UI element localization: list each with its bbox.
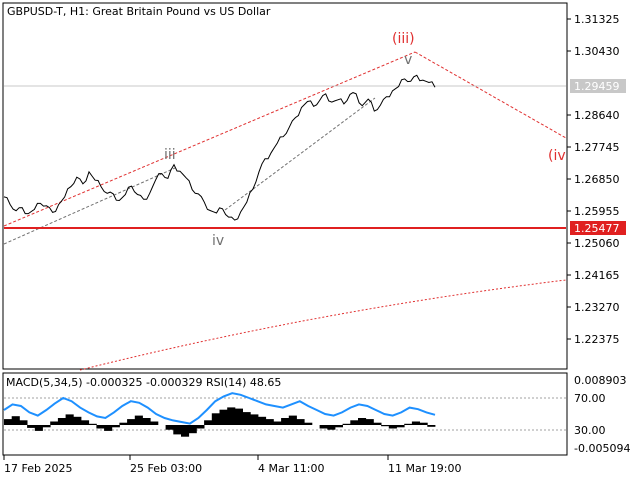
macd-bar <box>396 425 405 428</box>
long-term-trend-line <box>79 279 567 371</box>
support-level-label: 1.25477 <box>574 222 620 235</box>
macd-bar <box>11 416 20 425</box>
macd-bar <box>234 408 243 425</box>
main-plot-frame <box>2 2 568 370</box>
upper-channel-line <box>3 51 416 227</box>
macd-bar <box>134 415 143 425</box>
macd-bar <box>427 425 436 427</box>
price-axis: 1.31325 1.30430 1.28640 1.27745 1.26850 1.259… <box>567 13 620 346</box>
macd-bar <box>73 416 82 425</box>
macd-bar <box>265 419 274 425</box>
macd-bar <box>242 412 251 425</box>
macd-bar <box>127 419 136 425</box>
macd-bar <box>104 425 113 431</box>
macd-bar <box>365 419 374 425</box>
rsi-30-label: 30.00 <box>574 424 606 437</box>
macd-bar <box>165 425 174 430</box>
macd-max-label: 0.008903 <box>574 374 627 387</box>
macd-bar <box>227 407 236 425</box>
macd-bar <box>327 425 336 430</box>
macd-bar <box>258 416 267 425</box>
macd-bar <box>50 421 59 425</box>
macd-bar <box>65 414 74 425</box>
macd-bar <box>404 423 413 425</box>
lower-channel-line-left <box>3 167 176 245</box>
projection-line <box>414 51 567 139</box>
macd-bar <box>150 421 159 425</box>
x-tick-label: 11 Mar 19:00 <box>388 462 461 475</box>
x-tick-label: 4 Mar 11:00 <box>258 462 324 475</box>
macd-bar <box>196 425 205 429</box>
time-axis: 17 Feb 2025 25 Feb 03:00 4 Mar 11:00 11 Mar… <box>3 455 461 475</box>
current-price-label: 1.29459 <box>574 80 620 93</box>
y-tick-label: 1.27745 <box>574 141 620 154</box>
indicator-label: MACD(5,34,5) -0.000325 -0.000329 RSI(14)… <box>6 376 281 389</box>
macd-bar <box>96 425 105 429</box>
macd-bar <box>273 421 282 425</box>
macd-bar <box>173 425 182 435</box>
current-price-box <box>570 79 626 93</box>
macd-bar <box>342 423 351 425</box>
y-tick-label: 1.31325 <box>574 13 620 26</box>
macd-bar <box>19 420 28 425</box>
macd-bar <box>181 425 190 437</box>
chart-title: GBPUSD-T, H1: Great Britain Pound vs US … <box>7 5 271 18</box>
price-series-line <box>3 74 436 221</box>
rsi-line <box>3 392 436 425</box>
lower-channel-line-right <box>224 97 376 211</box>
macd-bar <box>281 418 290 425</box>
macd-bar <box>81 420 90 425</box>
y-tick-label: 1.30430 <box>574 45 620 58</box>
macd-bar <box>88 423 97 425</box>
macd-bar <box>142 418 151 425</box>
wave-label-v: v <box>404 52 412 68</box>
macd-histogram <box>4 407 436 437</box>
support-level-box <box>570 221 626 235</box>
x-tick-label: 17 Feb 2025 <box>4 462 72 475</box>
x-tick-label: 25 Feb 03:00 <box>130 462 202 475</box>
macd-bar <box>381 425 390 427</box>
macd-bar <box>419 422 428 425</box>
y-tick-label: 1.22375 <box>574 333 620 346</box>
wave-label-iv-minor: iv <box>212 233 224 249</box>
y-tick-label: 1.23270 <box>574 301 620 314</box>
macd-bar <box>411 421 420 425</box>
macd-bar <box>42 425 51 428</box>
y-tick-label: 1.25060 <box>574 237 620 250</box>
macd-bar <box>204 420 213 425</box>
macd-min-label: -0.005094 <box>574 442 630 455</box>
wave-label-iii-minor: iii <box>164 147 176 163</box>
rsi-70-label: 70.00 <box>574 392 606 405</box>
macd-bar <box>57 418 66 425</box>
macd-bar <box>4 419 13 425</box>
macd-bar <box>250 414 259 425</box>
wave-label-iii-major: (iii) <box>392 31 415 47</box>
y-tick-label: 1.28640 <box>574 109 620 122</box>
y-tick-label: 1.26850 <box>574 173 620 186</box>
macd-bar <box>288 415 297 425</box>
wave-label-iv-major: (iv <box>548 148 566 164</box>
macd-bar <box>27 425 36 428</box>
macd-bar <box>304 422 313 425</box>
macd-bar <box>388 425 397 429</box>
macd-bar <box>219 409 228 425</box>
macd-bar <box>211 413 220 425</box>
y-tick-label: 1.24165 <box>574 269 620 282</box>
macd-bar <box>358 418 367 425</box>
macd-bar <box>119 422 128 425</box>
macd-bar <box>350 420 359 425</box>
macd-bar <box>373 422 382 425</box>
macd-bar <box>188 425 197 434</box>
macd-bar <box>319 425 328 429</box>
macd-bar <box>334 425 343 428</box>
macd-bar <box>34 425 43 431</box>
macd-bar <box>111 425 120 428</box>
indicator-plot-frame <box>2 372 568 456</box>
y-tick-label: 1.25955 <box>574 205 620 218</box>
macd-bar <box>296 419 305 425</box>
